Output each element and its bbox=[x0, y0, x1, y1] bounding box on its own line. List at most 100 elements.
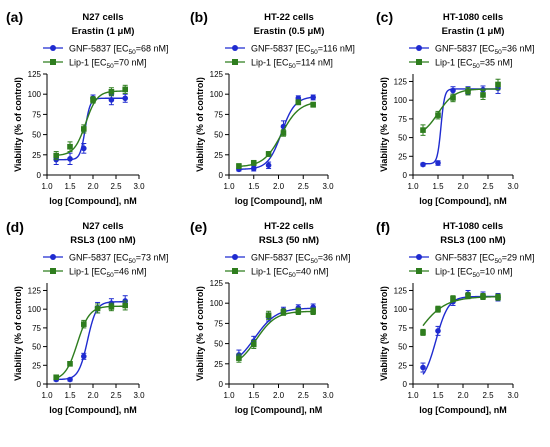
x-tick-label: 1.5 bbox=[64, 182, 76, 191]
fit-curve bbox=[238, 310, 314, 361]
data-point bbox=[108, 97, 115, 103]
legend-entry: Lip-1 [EC50=40 nM] bbox=[251, 267, 329, 280]
y-tick-label: 25 bbox=[32, 151, 41, 160]
data-point bbox=[236, 355, 242, 361]
legend-marker bbox=[416, 254, 422, 260]
y-tick-label: 100 bbox=[210, 299, 224, 308]
chart-title: HT-1080 cells bbox=[443, 221, 503, 232]
data-point bbox=[495, 81, 501, 88]
x-tick-label: 2.5 bbox=[298, 182, 310, 191]
x-tick-label: 1.0 bbox=[223, 391, 235, 400]
y-tick-label: 25 bbox=[214, 151, 223, 160]
legend-entry: GNF-5837 [EC50=73 nM] bbox=[69, 253, 169, 266]
chart-subtitle: RSL3 (50 nM) bbox=[259, 235, 319, 246]
x-tick-label: 1.5 bbox=[248, 182, 260, 191]
x-tick-label: 1.5 bbox=[432, 391, 444, 400]
legend-marker bbox=[50, 59, 56, 65]
y-tick-label: 0 bbox=[219, 380, 224, 389]
legend-entry: Lip-1 [EC50=114 nM] bbox=[251, 58, 333, 71]
fit-curve bbox=[423, 88, 498, 165]
x-tick-label: 3.0 bbox=[322, 182, 334, 191]
x-tick-label: 1.0 bbox=[41, 391, 53, 400]
data-point bbox=[67, 376, 73, 383]
x-tick-label: 1.0 bbox=[41, 182, 53, 191]
data-point bbox=[122, 86, 128, 93]
x-tick-label: 2.5 bbox=[482, 391, 494, 400]
data-point bbox=[480, 92, 486, 98]
y-axis-label: Viability (% of control) bbox=[13, 77, 23, 172]
x-tick-label: 3.0 bbox=[133, 182, 145, 191]
x-tick-label: 2.0 bbox=[457, 391, 469, 400]
data-point bbox=[250, 160, 257, 166]
fit-curve bbox=[55, 305, 126, 379]
legend-entry: GNF-5837 [EC50=29 nM] bbox=[435, 253, 535, 266]
x-tick-label: 1.0 bbox=[407, 182, 419, 191]
y-tick-label: 50 bbox=[214, 340, 223, 349]
panel-label: (e) bbox=[190, 219, 207, 235]
data-point bbox=[465, 88, 471, 95]
y-tick-label: 75 bbox=[214, 110, 223, 119]
y-tick-label: 100 bbox=[28, 305, 42, 314]
x-axis-label: log [Compound], nM bbox=[419, 196, 506, 206]
data-point bbox=[420, 161, 426, 168]
legend-marker bbox=[416, 268, 422, 274]
y-axis-label: Viability (% of control) bbox=[13, 286, 23, 381]
chart-subtitle: RSL3 (100 nM) bbox=[70, 235, 135, 246]
legend-marker bbox=[416, 59, 422, 65]
legend-entry: Lip-1 [EC50=35 nM] bbox=[435, 58, 513, 71]
data-point bbox=[495, 294, 501, 301]
chart-title: HT-22 cells bbox=[264, 12, 314, 23]
x-tick-label: 3.0 bbox=[507, 391, 519, 400]
data-point bbox=[108, 88, 115, 95]
y-axis-label: Viability (% of control) bbox=[195, 77, 205, 172]
data-point bbox=[265, 151, 272, 157]
y-tick-label: 25 bbox=[398, 152, 407, 161]
legend-marker bbox=[232, 268, 238, 274]
x-tick-label: 1.0 bbox=[223, 182, 235, 191]
y-axis-label: Viability (% of control) bbox=[195, 286, 205, 381]
x-tick-label: 2.0 bbox=[87, 391, 99, 400]
data-point bbox=[81, 353, 87, 360]
y-tick-label: 125 bbox=[210, 279, 224, 288]
data-point bbox=[53, 374, 59, 381]
y-tick-label: 75 bbox=[398, 115, 407, 124]
legend-entry: GNF-5837 [EC50=36 nM] bbox=[251, 253, 351, 266]
x-tick-label: 2.0 bbox=[87, 182, 99, 191]
x-tick-label: 1.5 bbox=[248, 391, 260, 400]
y-tick-label: 100 bbox=[28, 90, 42, 99]
chart-panel-2: (b) HT-22 cells Erastin (0.5 μM) GNF-5837 [… bbox=[190, 9, 355, 206]
data-point bbox=[122, 302, 128, 309]
data-point bbox=[450, 95, 456, 101]
y-tick-label: 75 bbox=[32, 324, 41, 333]
y-tick-label: 125 bbox=[28, 286, 42, 295]
legend-marker bbox=[232, 59, 238, 65]
data-point bbox=[435, 160, 441, 166]
y-tick-label: 0 bbox=[37, 380, 42, 389]
chart-title: HT-22 cells bbox=[264, 221, 314, 232]
chart-subtitle: Erastin (1 μM) bbox=[442, 26, 505, 37]
data-point bbox=[295, 99, 302, 106]
fit-curve bbox=[56, 97, 126, 161]
data-point bbox=[236, 163, 242, 169]
x-tick-label: 2.5 bbox=[482, 182, 494, 191]
data-point bbox=[250, 165, 257, 172]
y-tick-label: 25 bbox=[398, 361, 407, 370]
y-tick-label: 50 bbox=[398, 134, 407, 143]
x-axis-label: log [Compound], nM bbox=[49, 196, 136, 206]
y-tick-label: 125 bbox=[28, 70, 42, 79]
legend-marker bbox=[50, 254, 56, 260]
chart-subtitle: Erastin (1 μM) bbox=[72, 26, 135, 37]
y-tick-label: 50 bbox=[32, 131, 41, 140]
panel-label: (d) bbox=[6, 219, 24, 235]
data-point bbox=[67, 361, 73, 367]
x-tick-label: 3.0 bbox=[322, 391, 334, 400]
chart-title: N27 cells bbox=[82, 12, 123, 23]
chart-panel-5: (e) HT-22 cells RSL3 (50 nM) GNF-5837 [EC50… bbox=[190, 219, 351, 415]
chart-subtitle: Erastin (0.5 μM) bbox=[254, 26, 325, 37]
y-tick-label: 50 bbox=[32, 343, 41, 352]
legend-entry: GNF-5837 [EC50=116 nM] bbox=[251, 44, 355, 57]
data-point bbox=[435, 112, 441, 118]
y-tick-label: 75 bbox=[32, 110, 41, 119]
data-point bbox=[310, 308, 316, 315]
